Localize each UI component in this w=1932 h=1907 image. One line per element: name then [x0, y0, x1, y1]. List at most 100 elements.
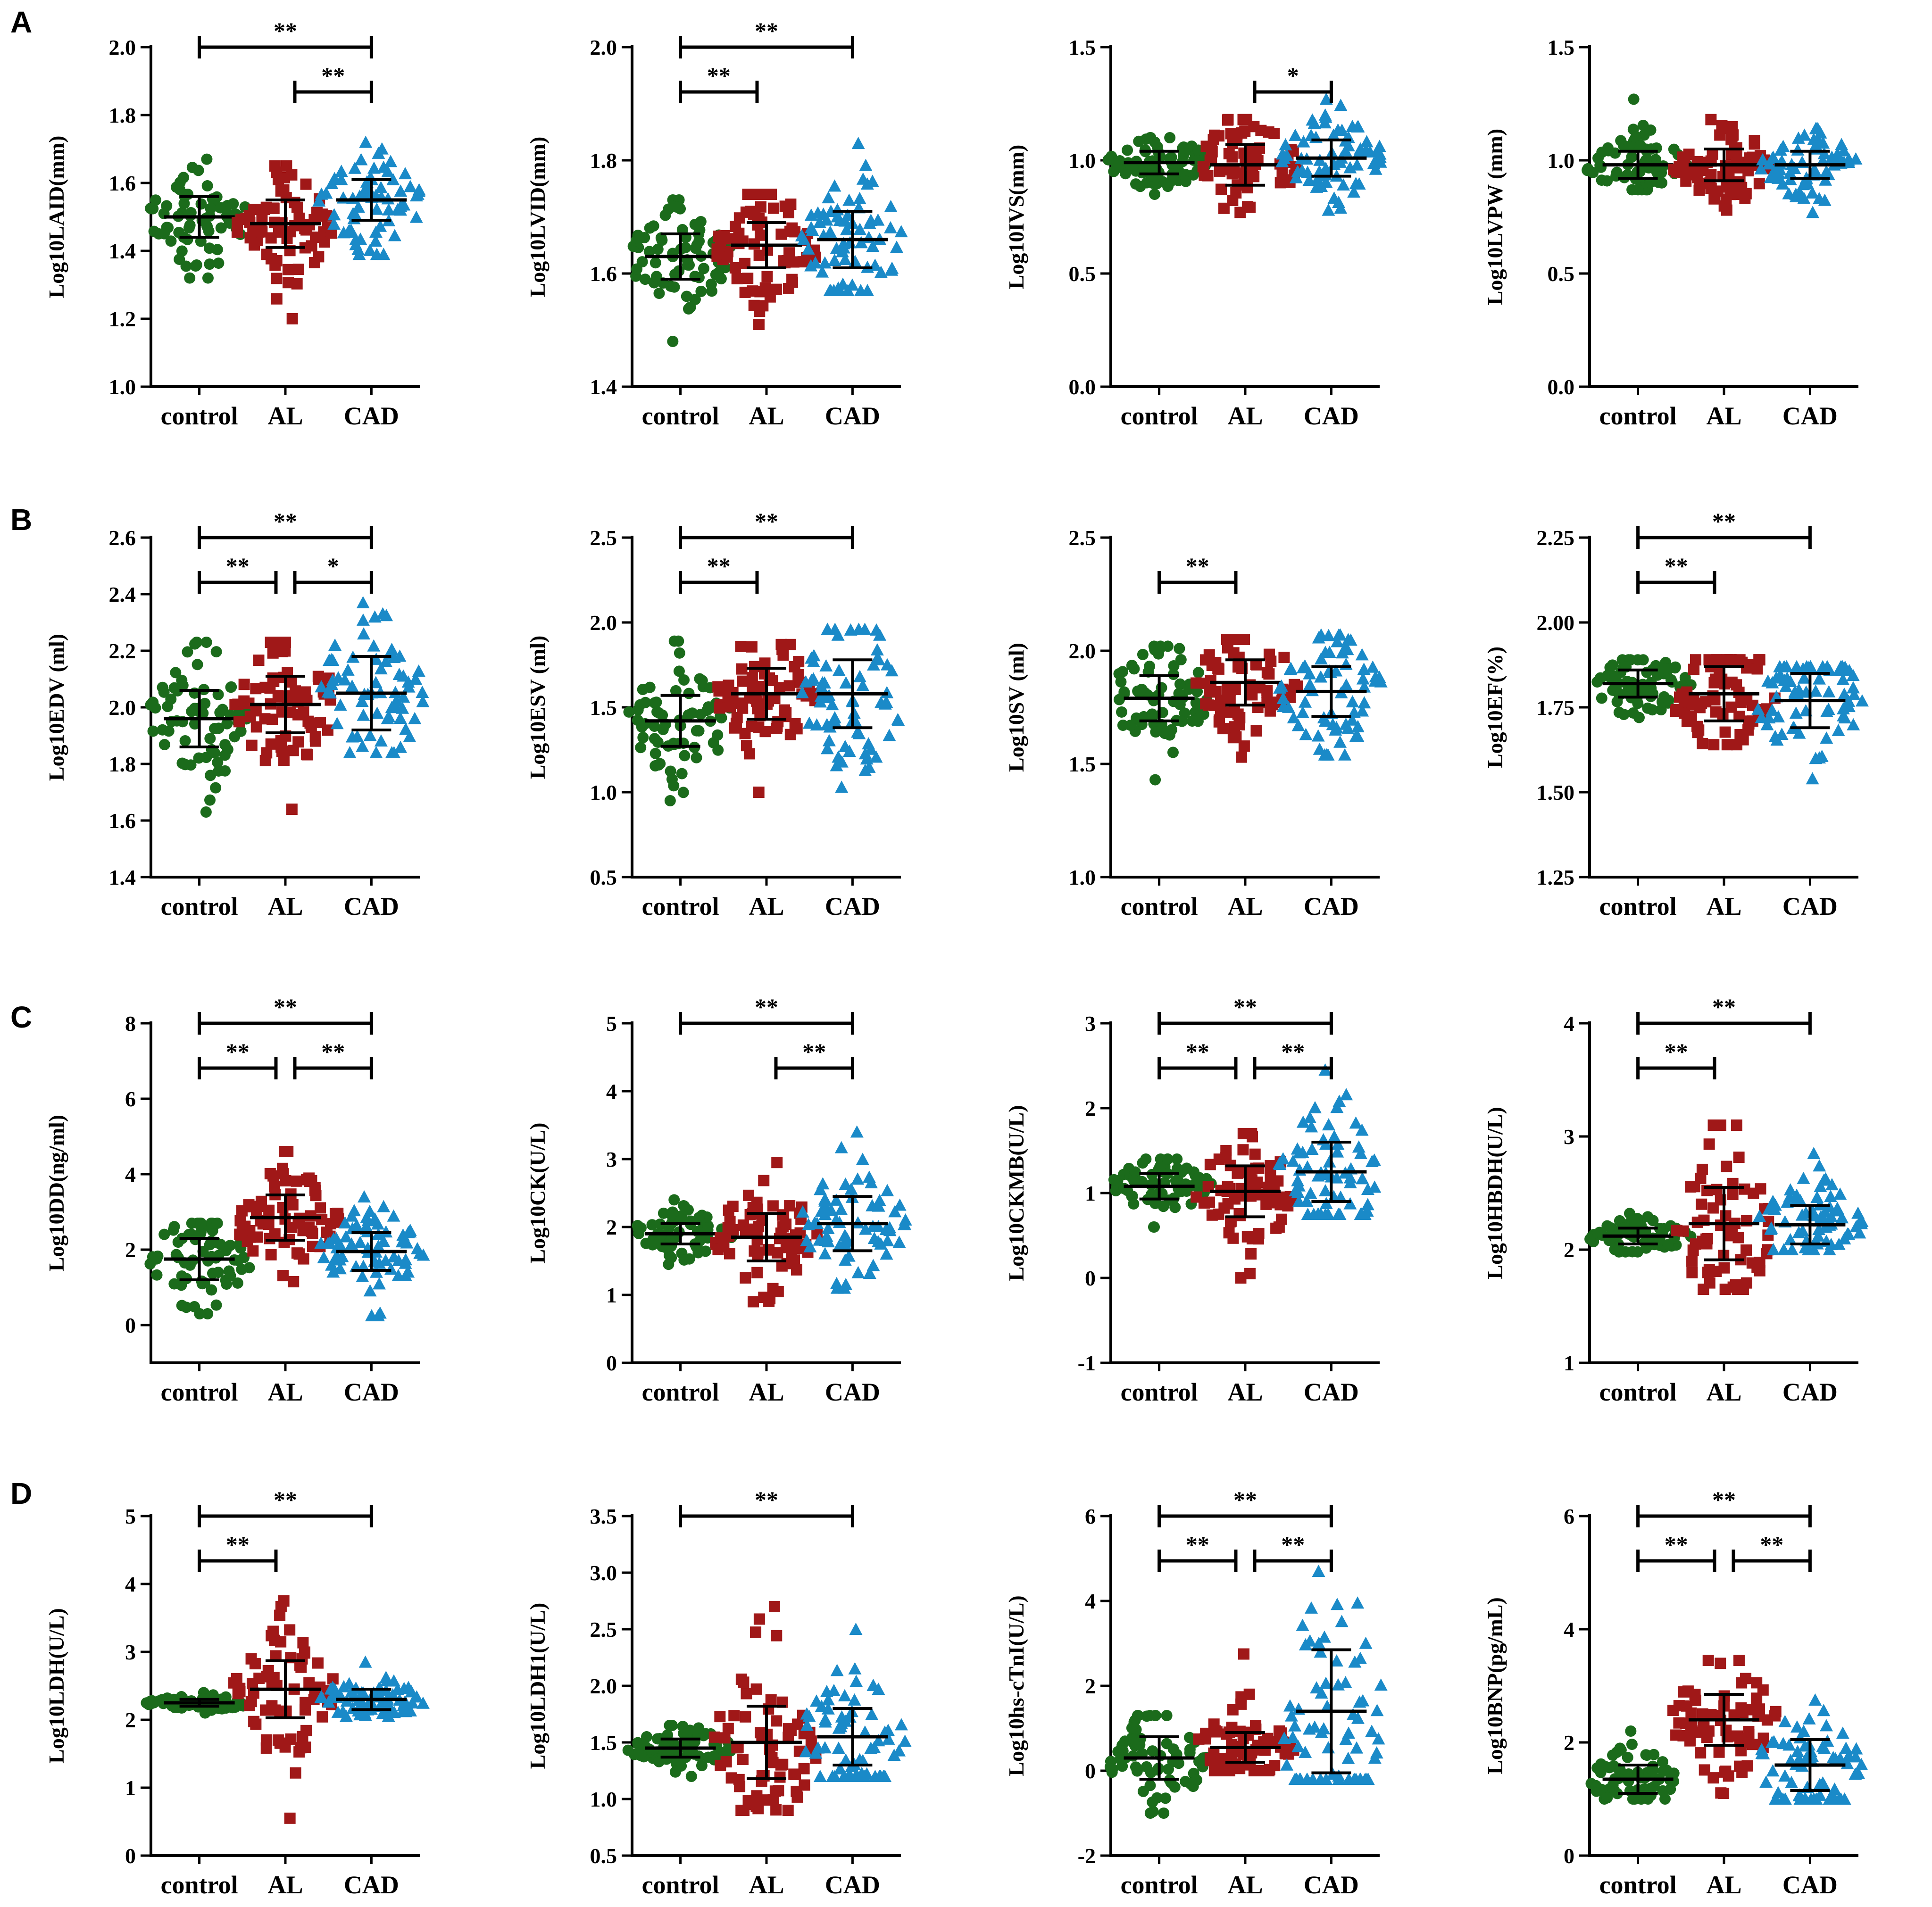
data-point [1253, 1228, 1265, 1240]
category-label-control: control [1121, 1871, 1198, 1899]
data-point [1852, 1767, 1865, 1780]
data-point [401, 1681, 415, 1693]
data-point [1652, 669, 1664, 681]
data-point [650, 257, 661, 269]
data-point [345, 1237, 358, 1250]
data-point [1215, 183, 1227, 195]
data-point [1203, 699, 1215, 711]
data-point [1238, 740, 1250, 752]
data-point [291, 278, 303, 290]
error-bar-control [645, 1222, 716, 1245]
data-point [368, 610, 382, 623]
points-cad [1755, 1693, 1868, 1805]
y-tick-label: 0.0 [1069, 375, 1096, 399]
data-point [1800, 660, 1814, 672]
data-point [818, 1194, 832, 1207]
data-point [145, 699, 157, 711]
data-point [1346, 695, 1359, 708]
points-al [231, 160, 337, 324]
data-point [622, 1744, 634, 1756]
significance-bracket: ** [1636, 1531, 1716, 1572]
data-point [416, 685, 429, 698]
data-point [1783, 1233, 1797, 1245]
category-label-al: AL [267, 1378, 303, 1406]
data-point [1334, 201, 1348, 214]
data-point [211, 244, 223, 256]
data-point [892, 1235, 906, 1248]
data-point [332, 1207, 344, 1219]
data-point [1339, 657, 1353, 670]
y-tick-label: 0 [125, 1313, 136, 1337]
data-point [866, 1678, 880, 1691]
data-point [208, 723, 220, 735]
data-point [1809, 684, 1823, 697]
data-point [1673, 1717, 1685, 1729]
error-bar-al [1689, 665, 1759, 722]
data-point [1855, 1758, 1868, 1771]
significance-bracket: ** [1636, 508, 1812, 549]
data-point [835, 755, 849, 768]
data-point [668, 281, 680, 293]
data-point [1296, 1115, 1310, 1128]
data-point [1149, 774, 1161, 786]
data-point [1783, 1183, 1797, 1196]
data-point [1235, 1698, 1247, 1710]
data-point [1209, 1725, 1221, 1737]
significance-label: ** [226, 1038, 250, 1065]
data-point [1106, 1763, 1117, 1775]
data-point [654, 1219, 666, 1230]
data-point [1246, 1747, 1257, 1759]
data-point [1718, 200, 1730, 212]
data-point [657, 709, 668, 721]
data-point [887, 1749, 901, 1761]
data-point [1641, 666, 1653, 678]
data-point [774, 1771, 786, 1783]
data-point [862, 760, 876, 773]
data-point [1627, 707, 1639, 719]
data-point [374, 662, 388, 675]
data-point [1765, 676, 1779, 688]
data-point [1733, 1152, 1745, 1163]
y-tick-label: 2.6 [109, 526, 136, 550]
data-point [789, 718, 801, 730]
data-point [656, 234, 668, 246]
y-tick-label: 1.2 [109, 307, 136, 331]
data-point [678, 674, 690, 686]
data-point [669, 268, 681, 280]
data-point [369, 746, 383, 758]
data-point [1708, 193, 1720, 205]
category-label-cad: CAD [825, 1871, 880, 1899]
category-label-control: control [1599, 1871, 1677, 1899]
data-point [1285, 1709, 1299, 1722]
data-point [742, 273, 754, 284]
data-point [1241, 1231, 1253, 1243]
data-point [841, 208, 855, 221]
category-label-al: AL [1227, 1378, 1263, 1406]
category-label-control: control [161, 402, 238, 430]
data-point [859, 158, 873, 171]
data-point [874, 265, 888, 278]
data-point [802, 1709, 816, 1722]
data-point [1318, 116, 1332, 129]
data-point [1770, 733, 1784, 746]
data-point [659, 209, 671, 221]
points-cad [315, 596, 430, 758]
points-cad [795, 137, 908, 296]
data-point [1719, 1766, 1731, 1778]
data-point [316, 1711, 328, 1723]
data-point [670, 685, 682, 696]
data-point [1772, 710, 1785, 722]
data-point [1711, 1184, 1723, 1195]
data-point [1351, 1711, 1365, 1724]
data-point [1663, 694, 1674, 706]
data-point [1299, 1745, 1312, 1758]
data-point [1149, 136, 1161, 148]
data-point [1756, 153, 1770, 166]
data-point [737, 675, 749, 687]
data-point [1682, 1685, 1694, 1697]
error-bar-control [164, 195, 235, 239]
data-point [830, 1664, 844, 1676]
panel-letter-b: B [10, 503, 33, 537]
data-point [1291, 719, 1305, 731]
data-point [841, 284, 855, 296]
